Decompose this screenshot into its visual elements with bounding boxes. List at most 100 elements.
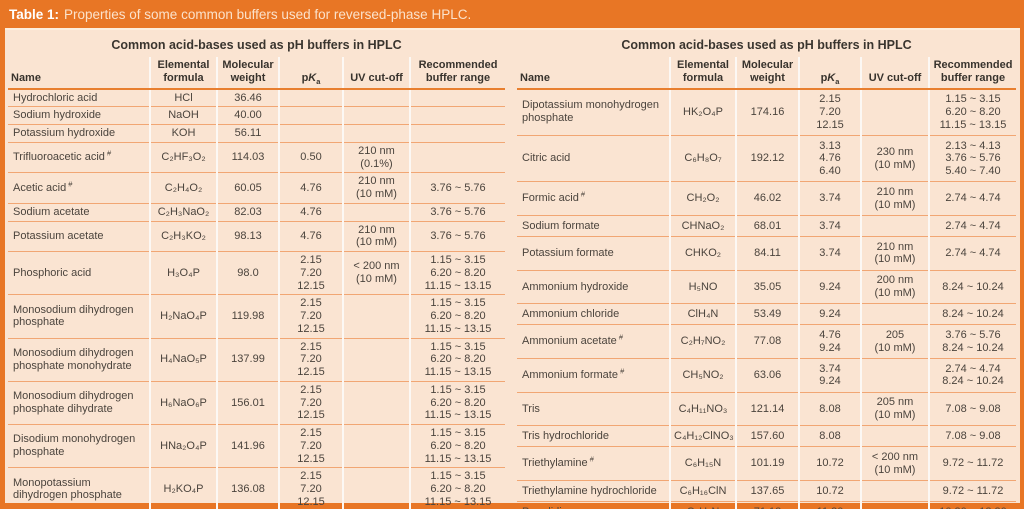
cell-elemental-formula: C₂HF₃O₂ bbox=[149, 141, 217, 173]
col-header-buffer-range: Recommended buffer range bbox=[409, 57, 505, 90]
cell-elemental-formula: HNa₂O₄P bbox=[149, 423, 217, 468]
cell-uv-cutoff bbox=[342, 88, 410, 107]
cell-uv-cutoff bbox=[342, 202, 410, 221]
cell-elemental-formula: HCl bbox=[149, 88, 217, 107]
cell-pka: 3.13 4.76 6.40 bbox=[798, 134, 861, 182]
cell-elemental-formula: NaOH bbox=[149, 106, 217, 125]
cell-buffer-name: Monosodium dihydrogen phosphate dihydrat… bbox=[8, 380, 150, 425]
cell-buffer-range: 8.24 ~ 10.24 bbox=[928, 303, 1016, 325]
cell-pka: 2.15 7.20 12.15 bbox=[278, 250, 343, 295]
left-table-panel: Common acid-bases used as pH buffers in … bbox=[8, 31, 505, 509]
cell-buffer-range: 1.15 ~ 3.15 6.20 ~ 8.20 11.15 ~ 13.15 bbox=[409, 423, 505, 468]
cell-buffer-name: Triethylamine hydrochloride bbox=[517, 480, 670, 502]
cell-buffer-range: 1.15 ~ 3.15 6.20 ~ 8.20 11.15 ~ 13.15 bbox=[409, 294, 505, 338]
cell-molecular-weight: 174.16 bbox=[735, 88, 799, 136]
cell-buffer-name: Phosphoric acid bbox=[8, 250, 150, 295]
cell-molecular-weight: 137.65 bbox=[735, 480, 799, 502]
cell-buffer-range: 10.30 ~ 12.30 bbox=[928, 500, 1016, 509]
cell-molecular-weight: 35.05 bbox=[735, 269, 799, 304]
col-header-elemental-formula: Elemental formula bbox=[669, 57, 736, 90]
cell-uv-cutoff bbox=[860, 88, 929, 136]
table-row: PyrrolidineC₄H₉N71.1211.30 10.30 ~ 12.30 bbox=[517, 500, 1016, 509]
header-row: Name Elemental formula Molecular weight … bbox=[517, 57, 1016, 90]
cell-buffer-range: 2.13 ~ 4.13 3.76 ~ 5.76 5.40 ~ 7.40 bbox=[928, 134, 1016, 182]
cell-uv-cutoff: < 200 nm (10 mM) bbox=[860, 446, 929, 481]
cell-elemental-formula: ClH₄N bbox=[669, 303, 736, 325]
cell-molecular-weight: 156.01 bbox=[216, 380, 279, 425]
cell-buffer-range: 2.74 ~ 4.74 bbox=[928, 215, 1016, 237]
cell-molecular-weight: 121.14 bbox=[735, 391, 799, 426]
col-header-pka: pKa bbox=[798, 57, 861, 90]
cell-elemental-formula: H₄NaO₅P bbox=[149, 337, 217, 382]
table-row: Ammonium formate # CH₅NO₂ 63.06 3.74 9.24 2.… bbox=[517, 358, 1016, 393]
table-row: Tris C₄H₁₁NO₃ 121.14 8.08 205 nm (10 mM) 7.08… bbox=[517, 391, 1016, 426]
cell-buffer-name: Monosodium dihydrogen phosphate bbox=[8, 294, 150, 338]
cell-molecular-weight: 157.60 bbox=[735, 425, 799, 447]
cell-pka bbox=[278, 124, 343, 143]
cell-pka: 4.76 9.24 bbox=[798, 324, 861, 359]
table-row: Triethylamine hydrochloride C₆H₁₆ClN 137.6… bbox=[517, 480, 1016, 502]
cell-pka: 2.15 7.20 12.15 bbox=[278, 380, 343, 425]
volatile-marker: # bbox=[617, 366, 625, 376]
cell-pka: 3.74 9.24 bbox=[798, 358, 861, 393]
header-row: Name Elemental formula Molecular weight … bbox=[8, 57, 505, 90]
col-header-buffer-range: Recommended buffer range bbox=[928, 57, 1016, 90]
col-header-uv-cutoff: UV cut-off bbox=[342, 57, 410, 90]
table-row: Triethylamine # C₆H₁₅N 101.19 10.72 < 200 nm… bbox=[517, 446, 1016, 481]
cell-molecular-weight: 114.03 bbox=[216, 141, 279, 173]
table-number-label: Table 1: bbox=[9, 6, 60, 22]
cell-buffer-range: 1.15 ~ 3.15 6.20 ~ 8.20 11.15 ~ 13.15 bbox=[409, 467, 505, 509]
right-table-panel: Common acid-bases used as pH buffers in … bbox=[517, 31, 1016, 509]
cell-uv-cutoff bbox=[860, 215, 929, 237]
table-title-text: Properties of some common buffers used f… bbox=[64, 6, 472, 22]
left-buffer-table: Name Elemental formula Molecular weight … bbox=[8, 57, 505, 509]
table-row: Potassium acetate C₂H₃KO₂ 98.13 4.76 210 nm … bbox=[8, 220, 505, 252]
cell-molecular-weight: 71.12 bbox=[735, 500, 799, 509]
cell-buffer-name: Tris hydrochloride bbox=[517, 425, 670, 447]
cell-elemental-formula: C₂H₇NO₂ bbox=[669, 324, 736, 359]
cell-buffer-range: 2.74 ~ 4.74 bbox=[928, 236, 1016, 271]
cell-elemental-formula: KOH bbox=[149, 124, 217, 143]
cell-uv-cutoff: 210 nm (10 mM) bbox=[342, 220, 410, 252]
cell-pka: 8.08 bbox=[798, 425, 861, 447]
cell-elemental-formula: C₄H₉N bbox=[669, 500, 736, 509]
cell-molecular-weight: 192.12 bbox=[735, 134, 799, 182]
cell-molecular-weight: 68.01 bbox=[735, 215, 799, 237]
cell-molecular-weight: 77.08 bbox=[735, 324, 799, 359]
cell-pka: 8.08 bbox=[798, 391, 861, 426]
cell-buffer-name: Acetic acid # bbox=[8, 172, 150, 204]
cell-molecular-weight: 56.11 bbox=[216, 124, 279, 143]
cell-buffer-name: Potassium hydroxide bbox=[8, 124, 150, 143]
cell-buffer-range: 1.15 ~ 3.15 6.20 ~ 8.20 11.15 ~ 13.15 bbox=[409, 337, 505, 382]
cell-buffer-range bbox=[409, 141, 505, 173]
cell-elemental-formula: C₆H₁₆ClN bbox=[669, 480, 736, 502]
volatile-marker: # bbox=[616, 332, 624, 342]
cell-pka: 4.76 bbox=[278, 202, 343, 221]
cell-uv-cutoff bbox=[860, 480, 929, 502]
table-row: Dipotassium monohydrogen phosphate HK₂O₄P… bbox=[517, 88, 1016, 136]
cell-pka: 10.72 bbox=[798, 480, 861, 502]
cell-elemental-formula: C₄H₁₁NO₃ bbox=[669, 391, 736, 426]
table-row: Monosodium dihydrogen phosphate H₂NaO₄P 11… bbox=[8, 294, 505, 338]
cell-buffer-name: Monosodium dihydrogen phosphate monohydr… bbox=[8, 337, 150, 382]
table-row: Formic acid # CH₂O₂ 46.02 3.74 210 nm (10 mM… bbox=[517, 181, 1016, 216]
cell-buffer-range: 1.15 ~ 3.15 6.20 ~ 8.20 11.15 ~ 13.15 bbox=[409, 250, 505, 295]
cell-pka: 9.24 bbox=[798, 269, 861, 304]
col-header-molecular-weight: Molecular weight bbox=[735, 57, 799, 90]
table-row: Potassium hydroxide KOH 56.11 bbox=[8, 124, 505, 143]
cell-buffer-name: Ammonium hydroxide bbox=[517, 269, 670, 304]
cell-buffer-name: Ammonium formate # bbox=[517, 358, 670, 393]
table-row: Sodium acetate C₂H₃NaO₂ 82.03 4.76 3.76 ~ 5.… bbox=[8, 202, 505, 221]
cell-buffer-range bbox=[409, 106, 505, 125]
cell-molecular-weight: 84.11 bbox=[735, 236, 799, 271]
table-row: Potassium formate CHKO₂ 84.11 3.74 210 nm (1… bbox=[517, 236, 1016, 271]
cell-buffer-name: Dipotassium monohydrogen phosphate bbox=[522, 99, 659, 125]
cell-pka: 3.74 bbox=[798, 236, 861, 271]
table-sheet: Common acid-bases used as pH buffers in … bbox=[5, 28, 1020, 509]
col-header-pka: pKa bbox=[278, 57, 343, 90]
col-header-molecular-weight: Molecular weight bbox=[216, 57, 279, 90]
cell-uv-cutoff bbox=[342, 423, 410, 468]
table-row: Monosodium dihydrogen phosphate dihydrat… bbox=[8, 380, 505, 425]
cell-uv-cutoff: 205 nm (10 mM) bbox=[860, 391, 929, 426]
